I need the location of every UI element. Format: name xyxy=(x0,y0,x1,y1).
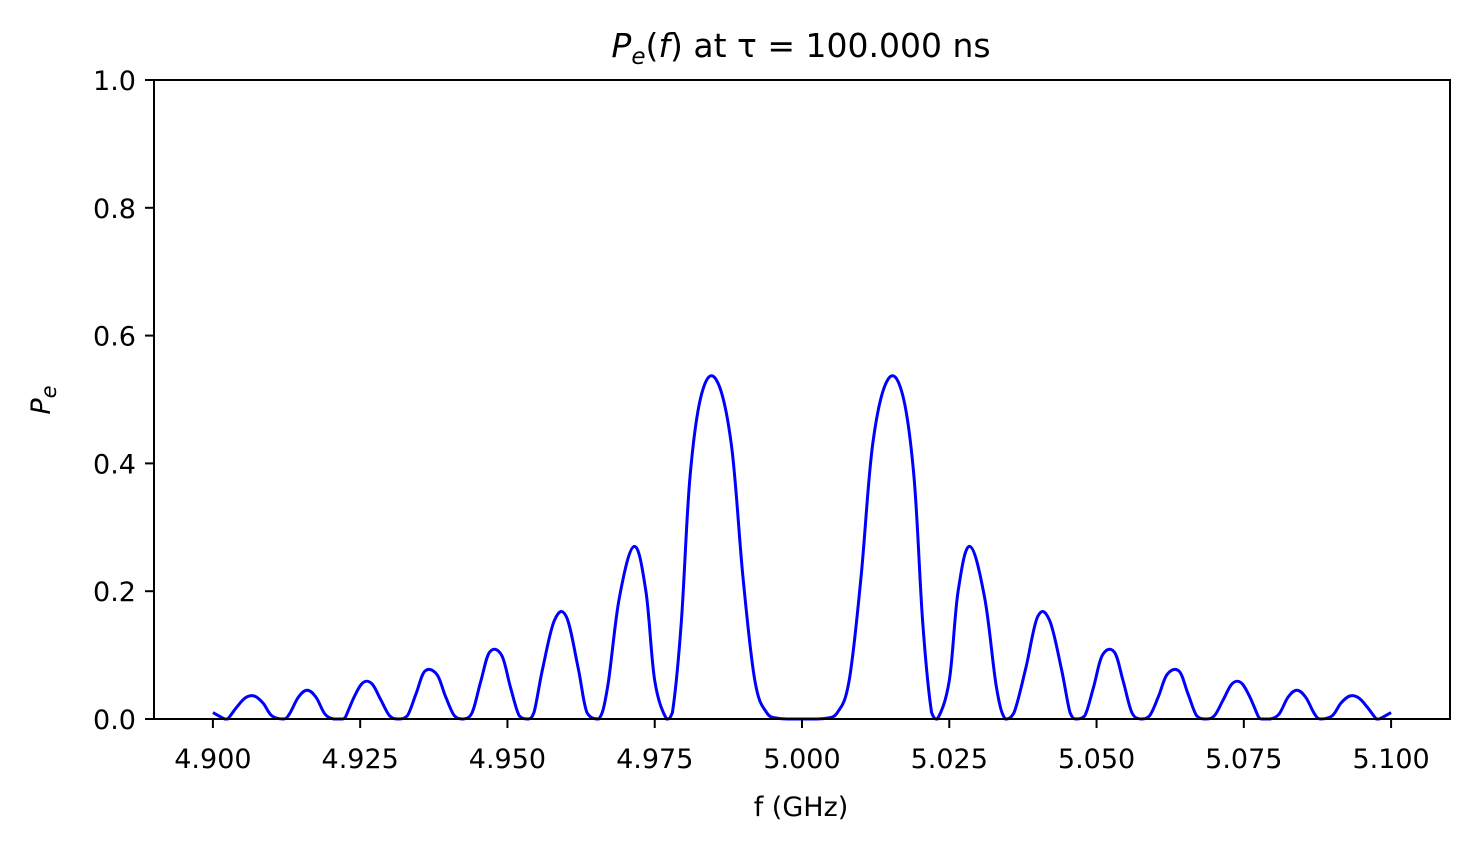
x-tick-label: 5.050 xyxy=(1058,744,1135,775)
title-subscript: e xyxy=(631,44,645,70)
y-tick-label: 0.0 xyxy=(93,705,136,736)
x-tick-label: 4.950 xyxy=(469,744,546,775)
plot-layer xyxy=(212,374,1392,721)
y-tick-label: 0.4 xyxy=(93,449,136,480)
title-symbol: P xyxy=(611,26,631,65)
y-axis-ticks: 0.0 0.2 0.4 0.6 0.8 1.0 xyxy=(93,66,154,736)
y-axis-label: Pe xyxy=(26,385,61,414)
plot-frame xyxy=(153,79,1451,720)
chart-title: Pe(f) at τ = 100.000 ns xyxy=(611,26,990,70)
title-rest: at τ = 100.000 ns xyxy=(683,26,991,65)
x-tick-label: 4.975 xyxy=(616,744,693,775)
title-paren-close: ) xyxy=(670,26,683,65)
x-tick-label: 5.075 xyxy=(1205,744,1282,775)
title-paren-open: ( xyxy=(645,26,658,65)
x-axis-ticks: 4.900 4.925 4.950 4.975 5.000 5.025 5.050 5.075… xyxy=(174,719,1430,775)
y-tick-label: 1.0 xyxy=(93,66,136,97)
x-tick-label: 5.100 xyxy=(1352,744,1429,775)
x-tick-label: 4.925 xyxy=(322,744,399,775)
y-tick-label: 0.6 xyxy=(93,322,136,353)
y-tick-label: 0.8 xyxy=(93,194,136,225)
x-tick-label: 5.025 xyxy=(911,744,988,775)
x-tick-label: 4.900 xyxy=(174,744,251,775)
series-line xyxy=(212,374,1392,721)
y-label-subscript: e xyxy=(37,385,61,398)
x-axis-label: f (GHz) xyxy=(754,792,849,823)
y-tick-label: 0.2 xyxy=(93,577,136,608)
x-tick-label: 5.000 xyxy=(763,744,840,775)
y-label-symbol: P xyxy=(26,398,57,415)
